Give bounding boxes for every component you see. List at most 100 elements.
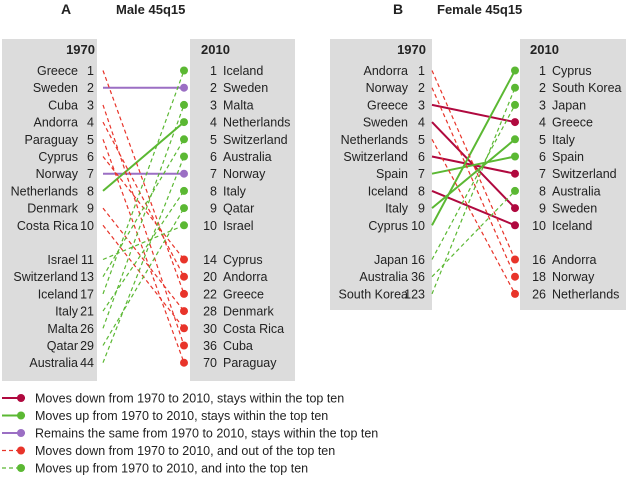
end-dot-cuba bbox=[180, 341, 188, 350]
slope-line-japan bbox=[431, 104, 516, 260]
right-country-label: Qatar bbox=[223, 202, 254, 216]
end-dot-cyprus bbox=[180, 255, 188, 264]
left-country-label: Denmark bbox=[27, 202, 78, 216]
right-rank-label: 6 bbox=[539, 150, 546, 164]
right-rank-label: 4 bbox=[539, 116, 546, 130]
panel-letter: B bbox=[393, 1, 403, 17]
left-year-header: 1970 bbox=[66, 42, 95, 57]
right-country-label: Italy bbox=[223, 184, 247, 198]
left-rank-label: 7 bbox=[87, 167, 94, 181]
end-dot-australia bbox=[511, 186, 519, 195]
end-dot-qatar bbox=[180, 204, 188, 213]
left-rank-label: 8 bbox=[87, 184, 94, 198]
left-country-label: Switzerland bbox=[13, 270, 78, 284]
slope-line-italy bbox=[102, 190, 185, 312]
left-rank-label: 29 bbox=[80, 339, 94, 353]
right-rank-label: 36 bbox=[203, 339, 217, 353]
end-dot-denmark bbox=[180, 307, 188, 316]
right-rank-label: 7 bbox=[539, 167, 546, 181]
slope-line-greece bbox=[431, 103, 516, 124]
end-dot-norway bbox=[180, 169, 188, 178]
right-rank-label: 4 bbox=[210, 116, 217, 130]
left-rank-label: 7 bbox=[418, 167, 425, 181]
right-rank-label: 1 bbox=[210, 64, 217, 78]
slope-line-cyprus bbox=[431, 70, 516, 226]
left-country-label: Australia bbox=[29, 356, 78, 370]
right-rank-label: 9 bbox=[539, 202, 546, 216]
left-year-header: 1970 bbox=[397, 42, 426, 57]
left-country-label: Netherlands bbox=[11, 184, 78, 198]
right-country-label: Australia bbox=[223, 150, 272, 164]
right-country-label: Norway bbox=[552, 270, 595, 284]
legend-label: Moves up from 1970 to 2010, and into the… bbox=[35, 462, 308, 476]
left-country-label: Cyprus bbox=[368, 219, 408, 233]
right-country-label: Iceland bbox=[552, 219, 592, 233]
left-rank-label: 4 bbox=[418, 116, 425, 130]
left-country-label: Norway bbox=[36, 167, 79, 181]
left-rank-label: 26 bbox=[80, 322, 94, 336]
left-country-label: Greece bbox=[367, 98, 408, 112]
right-country-label: Iceland bbox=[223, 64, 263, 78]
left-country-label: Netherlands bbox=[341, 133, 408, 147]
right-country-label: Andorra bbox=[223, 270, 268, 284]
right-rank-label: 6 bbox=[210, 150, 217, 164]
left-country-label: Switzerland bbox=[343, 150, 408, 164]
end-dot-australia bbox=[180, 152, 188, 161]
left-country-label: Italy bbox=[55, 305, 79, 319]
end-dot-switzerland bbox=[180, 135, 188, 144]
end-dot-andorra bbox=[180, 272, 188, 281]
left-country-label: Sweden bbox=[33, 81, 78, 95]
right-rank-label: 7 bbox=[210, 167, 217, 181]
end-dot-norway bbox=[511, 272, 519, 281]
slope-line-paraguay bbox=[102, 139, 185, 363]
right-country-label: Norway bbox=[223, 167, 266, 181]
end-dot-italy bbox=[511, 135, 519, 144]
end-dot-costa-rica bbox=[180, 324, 188, 333]
left-country-label: Iceland bbox=[368, 184, 408, 198]
right-rank-label: 2 bbox=[539, 81, 546, 95]
left-country-label: Cyprus bbox=[38, 150, 78, 164]
end-dot-iceland bbox=[511, 221, 519, 230]
left-rank-label: 5 bbox=[87, 133, 94, 147]
right-country-label: Cuba bbox=[223, 339, 253, 353]
slope-line-spain bbox=[431, 155, 516, 175]
right-country-label: Denmark bbox=[223, 305, 274, 319]
right-rank-label: 3 bbox=[539, 98, 546, 112]
left-rank-label: 9 bbox=[418, 202, 425, 216]
left-rank-label: 36 bbox=[411, 270, 425, 284]
slope-line-denmark bbox=[102, 207, 185, 312]
slope-line-italy bbox=[431, 138, 516, 209]
left-country-label: Italy bbox=[385, 202, 409, 216]
right-rank-label: 5 bbox=[539, 133, 546, 147]
right-rank-label: 28 bbox=[203, 305, 217, 319]
right-rank-label: 5 bbox=[210, 133, 217, 147]
right-rank-label: 3 bbox=[210, 98, 217, 112]
left-country-label: Costa Rica bbox=[17, 219, 78, 233]
left-country-label: South Korea bbox=[339, 287, 409, 301]
slope-line-iceland bbox=[102, 70, 185, 295]
left-rank-label: 1 bbox=[418, 64, 425, 78]
slope-line-cuba bbox=[102, 104, 185, 346]
left-rank-label: 1 bbox=[87, 64, 94, 78]
right-country-label: Sweden bbox=[552, 202, 597, 216]
panel-title: Female 45q15 bbox=[437, 2, 522, 17]
right-country-label: Israel bbox=[223, 219, 254, 233]
right-year-header: 2010 bbox=[530, 42, 559, 57]
right-rank-label: 9 bbox=[210, 202, 217, 216]
end-dot-cyprus bbox=[511, 66, 519, 75]
right-rank-label: 22 bbox=[203, 287, 217, 301]
left-rank-label: 11 bbox=[81, 253, 94, 267]
slope-line-netherlands bbox=[431, 139, 516, 295]
end-dot-israel bbox=[180, 221, 188, 230]
panel-a-left-column-bg bbox=[2, 39, 97, 381]
right-rank-label: 16 bbox=[532, 253, 546, 267]
slope-line-netherlands bbox=[102, 121, 185, 192]
left-rank-label: 2 bbox=[418, 81, 425, 95]
right-rank-label: 8 bbox=[539, 184, 546, 198]
legend-dot-down_out bbox=[17, 446, 25, 455]
panel-b-left-column-bg bbox=[330, 39, 432, 310]
left-rank-label: 123 bbox=[404, 287, 425, 301]
right-country-label: South Korea bbox=[552, 81, 622, 95]
slope-line-greece bbox=[102, 70, 185, 295]
